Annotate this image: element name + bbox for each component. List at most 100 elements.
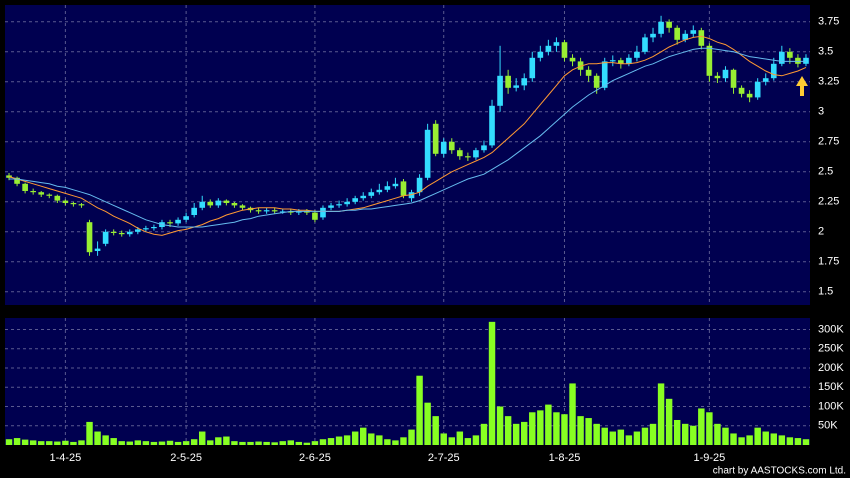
- y-tick-label: 2.5: [818, 166, 833, 178]
- credit: chart by AASTOCKS.com Ltd.: [713, 466, 846, 477]
- volume-bar: [54, 441, 61, 445]
- volume-bar: [263, 441, 270, 445]
- x-tick-label: 2-6-25: [299, 452, 331, 464]
- volume-bar: [529, 412, 536, 445]
- candle-body: [408, 192, 415, 199]
- candle-body: [312, 212, 318, 220]
- candle-body: [6, 175, 12, 178]
- candle-body: [642, 37, 648, 52]
- candle-body: [54, 195, 61, 201]
- volume-bar: [199, 431, 206, 445]
- volume-bar: [802, 439, 810, 445]
- candle-body: [320, 207, 326, 218]
- volume-bar: [239, 441, 246, 445]
- volume-bar: [287, 440, 294, 445]
- candle-body: [199, 201, 206, 208]
- volume-bar: [102, 435, 109, 445]
- volume-bar: [682, 423, 689, 445]
- volume-bar: [722, 427, 729, 445]
- volume-bar: [714, 423, 721, 445]
- candle-body: [279, 211, 286, 213]
- volume-bar: [416, 375, 423, 445]
- volume-bar: [21, 439, 29, 445]
- candle-body: [714, 75, 721, 79]
- moving-average-line: [9, 47, 806, 228]
- volume-bar: [698, 408, 705, 445]
- volume-bar: [504, 416, 512, 445]
- candle-body: [255, 210, 262, 212]
- volume-bar: [738, 437, 745, 445]
- candle-body: [618, 60, 624, 64]
- volume-bar: [585, 418, 592, 445]
- candle-body: [505, 75, 511, 88]
- candle-body: [384, 186, 391, 190]
- volume-bar: [118, 441, 125, 445]
- volume-bar: [464, 438, 472, 445]
- candle-body: [62, 200, 69, 203]
- candle-body: [537, 51, 544, 58]
- volume-bar: [432, 416, 439, 445]
- volume-bar: [38, 441, 45, 445]
- candle-body: [143, 228, 149, 230]
- volume-bar: [593, 423, 600, 445]
- candle-body: [746, 93, 753, 98]
- volume-bar: [746, 435, 753, 445]
- volume-bar: [762, 431, 769, 445]
- y-tick-label: 250K: [818, 343, 844, 355]
- candle-body: [585, 69, 592, 76]
- y-tick-label: 2.25: [818, 196, 839, 208]
- volume-bar: [730, 433, 737, 445]
- candle-body: [666, 21, 672, 28]
- candle-body: [770, 63, 777, 79]
- volume-bar: [190, 439, 198, 445]
- candle-body: [167, 222, 173, 224]
- candle-body: [102, 231, 109, 244]
- candle-body: [738, 87, 745, 94]
- volume-bar: [778, 435, 786, 445]
- volume-bar: [207, 440, 214, 445]
- candle-body: [239, 205, 246, 208]
- volume-bar: [62, 440, 69, 445]
- candle-body: [400, 181, 407, 196]
- candle-body: [448, 141, 455, 151]
- volume-bar: [633, 431, 641, 445]
- volume-bar: [521, 421, 528, 445]
- volume-bar: [279, 441, 286, 445]
- volume-bar: [384, 439, 391, 445]
- candle-body: [529, 57, 536, 79]
- candle-body: [609, 60, 616, 62]
- candle-body: [513, 85, 519, 88]
- candle-body: [118, 233, 125, 235]
- volume-bar: [617, 429, 625, 445]
- candle-body: [650, 33, 656, 38]
- y-tick-label: 300K: [818, 323, 844, 335]
- y-tick-label: 1.75: [818, 256, 839, 268]
- volume-bar: [706, 412, 713, 445]
- x-tick-label: 2-5-25: [170, 452, 202, 464]
- candle-body: [376, 189, 383, 193]
- candle-body: [392, 183, 399, 187]
- candle-body: [135, 229, 141, 232]
- x-tick-label: 1-8-25: [549, 452, 581, 464]
- candle-body: [271, 210, 278, 212]
- candle-body: [70, 203, 77, 205]
- candle-body: [86, 222, 93, 253]
- candle-body: [521, 78, 528, 86]
- volume-bar: [110, 438, 117, 445]
- candle-body: [754, 81, 761, 98]
- candle-body: [416, 177, 423, 193]
- candle-body: [489, 105, 495, 146]
- volume-bar: [134, 440, 142, 445]
- candle-body: [481, 145, 487, 151]
- volume-bar: [166, 440, 174, 445]
- volume-bar: [223, 436, 230, 445]
- volume-bar: [126, 441, 133, 445]
- moving-average-line: [8, 35, 807, 236]
- x-tick-label: 1-4-25: [49, 452, 81, 464]
- volume-bar: [408, 429, 415, 445]
- candle-body: [352, 198, 358, 202]
- volume-bar: [512, 423, 520, 445]
- candle-body: [296, 211, 302, 213]
- volume-bar: [327, 438, 335, 445]
